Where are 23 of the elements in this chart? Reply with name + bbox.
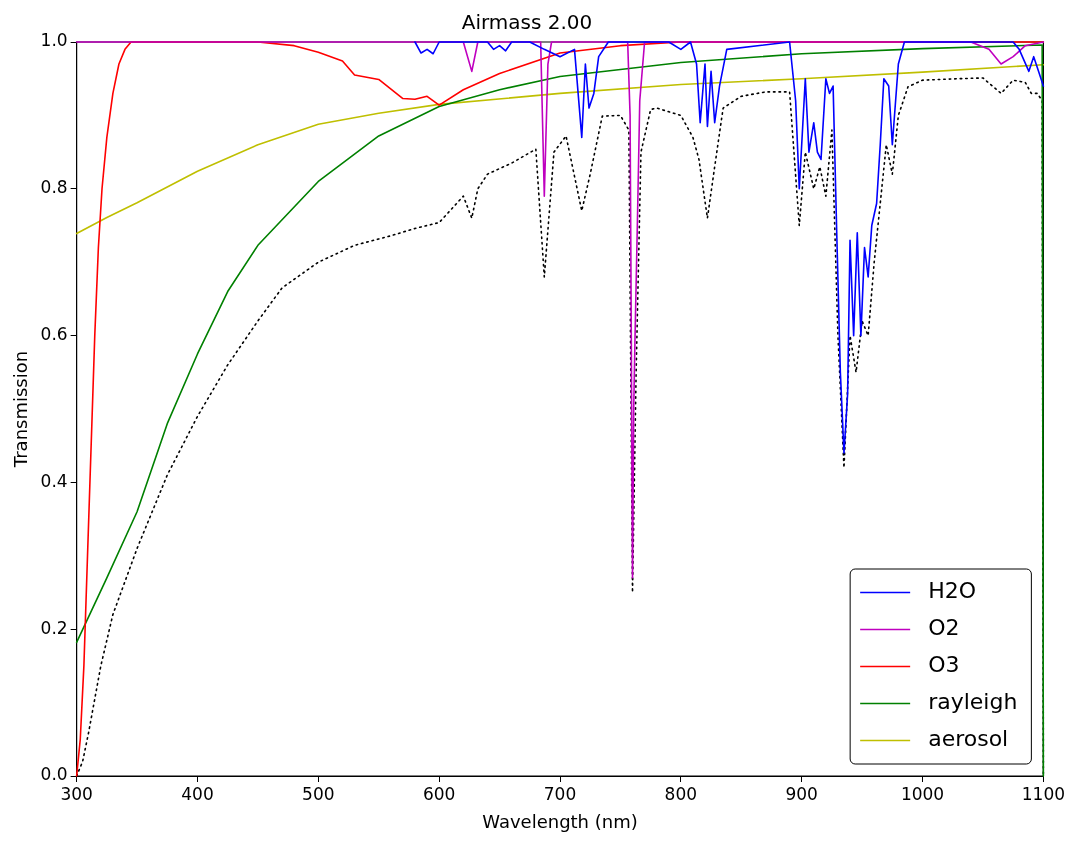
x-tick-label: 500 bbox=[302, 783, 335, 804]
y-tick-label: 0.0 bbox=[40, 764, 68, 785]
legend-label: H2O bbox=[928, 578, 977, 604]
y-tick-label: 0.6 bbox=[40, 324, 68, 345]
x-tick-label: 900 bbox=[785, 783, 818, 804]
x-tick-label: 1100 bbox=[1021, 783, 1065, 804]
legend-label: O3 bbox=[928, 652, 960, 678]
legend-label: rayleigh bbox=[928, 689, 1018, 715]
y-tick-label: 0.4 bbox=[40, 470, 68, 491]
y-tick-label: 0.8 bbox=[40, 177, 68, 198]
x-axis-title: Wavelength (nm) bbox=[482, 810, 638, 832]
chart-title: Airmass 2.00 bbox=[461, 10, 593, 35]
x-tick-label: 700 bbox=[543, 783, 577, 804]
y-tick-label: 1.0 bbox=[40, 30, 68, 51]
x-tick-label: 800 bbox=[664, 783, 698, 804]
x-tick-label: 300 bbox=[60, 783, 93, 804]
y-tick-label: 0.2 bbox=[40, 617, 68, 638]
legend-label: aerosol bbox=[928, 726, 1009, 752]
x-tick-label: 400 bbox=[181, 783, 214, 804]
y-axis-title: Transmission bbox=[10, 350, 32, 469]
x-tick-label: 600 bbox=[422, 783, 456, 804]
legend-label: O2 bbox=[928, 615, 960, 641]
x-tick-label: 1000 bbox=[900, 783, 945, 804]
